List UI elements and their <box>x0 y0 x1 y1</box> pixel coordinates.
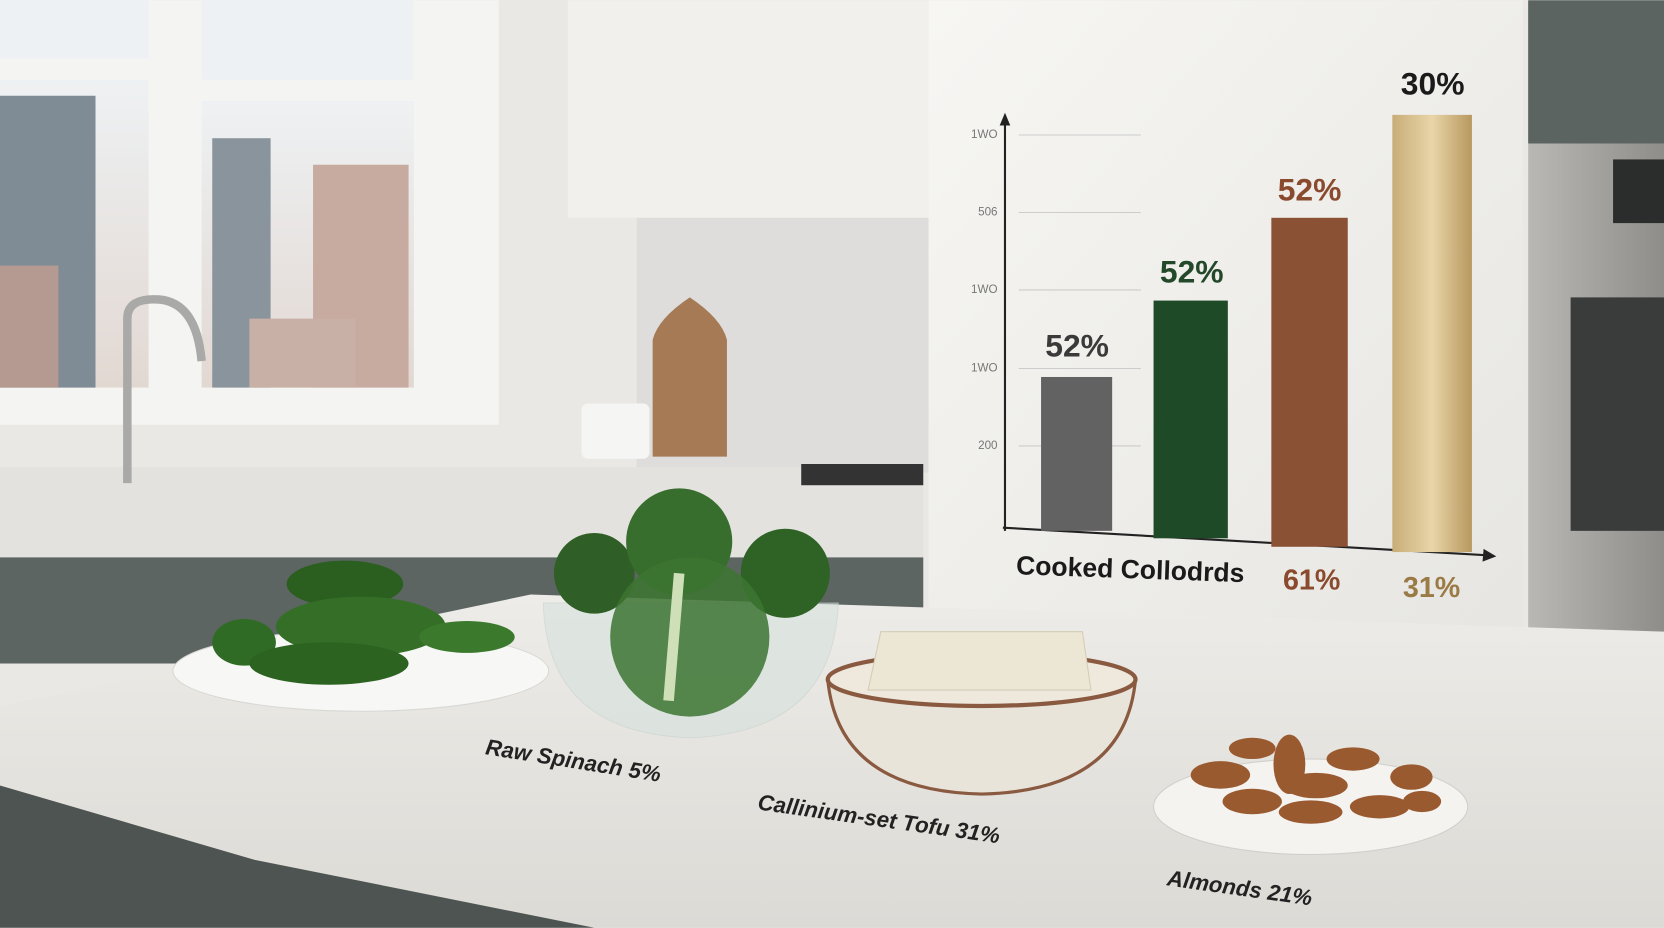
axis-label: 1WO <box>971 128 998 141</box>
kale <box>553 532 635 614</box>
building <box>0 265 59 388</box>
bar <box>1153 300 1228 539</box>
window-pane <box>0 0 149 59</box>
axis-label: 200 <box>978 439 998 452</box>
almonds <box>1190 734 1442 824</box>
window-pane <box>201 0 414 80</box>
oven-window <box>1570 297 1664 531</box>
almond <box>1349 795 1410 819</box>
bar-label: 52% <box>1045 328 1109 364</box>
kale <box>740 528 830 618</box>
bar-label: 30% <box>1401 66 1465 102</box>
bar-label: 52% <box>1160 253 1224 289</box>
building <box>249 318 356 388</box>
axis-arrow <box>1482 548 1497 562</box>
almond <box>1284 772 1348 799</box>
axis-label: 1WO <box>971 283 998 296</box>
almond <box>1390 764 1433 790</box>
axis-label: 1WO <box>971 362 998 375</box>
oven-display <box>1613 159 1664 224</box>
chart: 1WO 506 1WO 1WO 200 52% 52% 52% 30% Cook… <box>971 66 1497 604</box>
almond <box>1222 788 1282 815</box>
bar <box>1041 376 1113 531</box>
bar-label: 52% <box>1278 172 1342 208</box>
upper-cabinet <box>567 0 929 218</box>
category-label: 61% <box>1283 564 1340 596</box>
island-cabinet <box>0 785 595 928</box>
cabinet <box>1528 0 1664 144</box>
spinach-leaf <box>249 642 409 685</box>
almond <box>1278 800 1343 824</box>
bar <box>1392 114 1472 553</box>
spinach-leaf <box>419 621 515 653</box>
almond <box>1326 747 1380 771</box>
category-label: 31% <box>1403 572 1460 604</box>
axis-label: 506 <box>978 206 997 219</box>
bar <box>1271 217 1348 547</box>
tofu-bowl <box>826 677 1138 796</box>
almond <box>1228 737 1276 760</box>
kale-stem <box>663 572 685 702</box>
axis-arrow <box>999 112 1011 126</box>
almond <box>1190 761 1251 789</box>
pot <box>581 403 650 459</box>
spinach-leaf <box>275 596 446 657</box>
faucet <box>123 295 206 484</box>
kale <box>610 557 770 717</box>
stovetop <box>801 464 924 486</box>
cutting-board <box>652 297 727 457</box>
tofu <box>867 631 1092 691</box>
almond <box>1402 790 1442 813</box>
spinach-leaf <box>286 560 404 608</box>
